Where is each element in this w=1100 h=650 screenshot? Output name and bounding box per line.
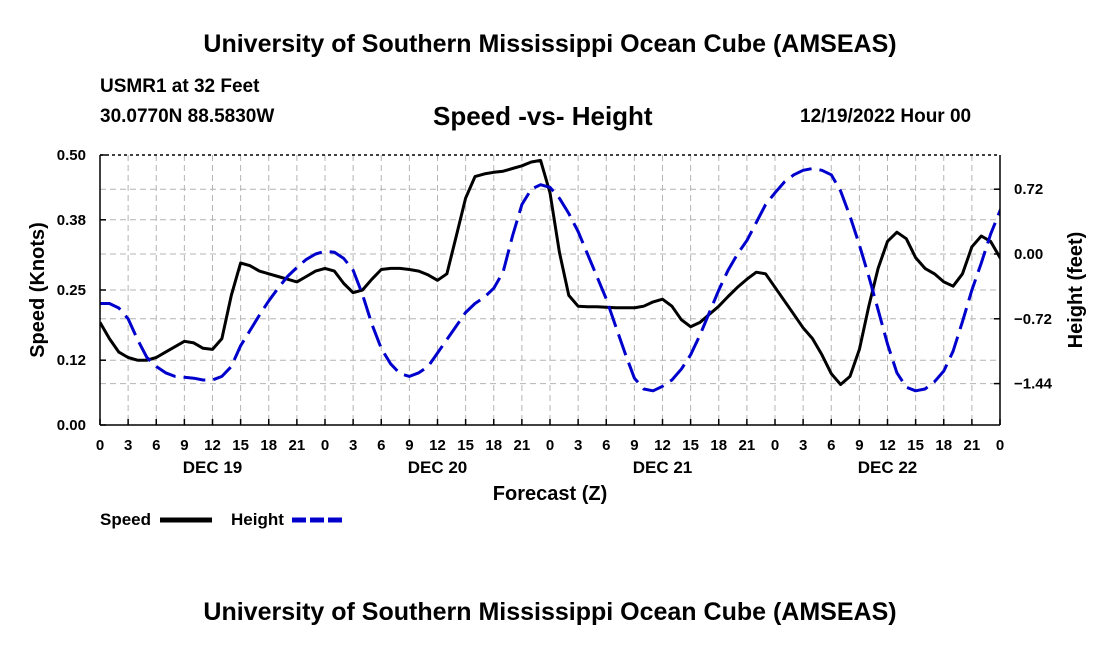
day-label: DEC 22 — [858, 458, 918, 477]
y-tick-label: 0.12 — [57, 352, 86, 369]
x-tick-label: 6 — [827, 437, 835, 454]
x-axis-title: Forecast (Z) — [493, 483, 607, 505]
x-tick-label: 3 — [574, 437, 582, 454]
day-label: DEC 21 — [633, 458, 693, 477]
chart-title: University of Southern Mississippi Ocean… — [203, 30, 897, 58]
x-tick-label: 6 — [602, 437, 610, 454]
axis-labels: Forecast (Z) Speed (Knots) Height (feet) — [27, 222, 1087, 505]
x-tick-label: 6 — [152, 437, 160, 454]
y-tick-label: 0.38 — [57, 212, 86, 229]
x-tick-label: 21 — [739, 437, 756, 454]
x-tick-label: 9 — [630, 437, 638, 454]
x-tick-label: 21 — [964, 437, 981, 454]
x-tick-label: 0 — [996, 437, 1004, 454]
day-label: DEC 20 — [408, 458, 468, 477]
x-tick-label: 15 — [682, 437, 699, 454]
y2-axis-title: Height (feet) — [1065, 232, 1087, 349]
x-tick-label: 0 — [546, 437, 554, 454]
y2-tick-label: 0.00 — [1014, 246, 1043, 263]
legend-speed-label: Speed — [100, 510, 151, 529]
station-label: USMR1 at 32 Feet — [100, 76, 260, 97]
legend: Speed Height — [100, 510, 343, 529]
x-tick-label: 21 — [514, 437, 531, 454]
axes: 0 3 6 9 12 15 18 21 0 3 6 9 12 15 18 21 0 3 6 9 12 15 18 21 0 3 6 9… — [57, 147, 1053, 477]
y-axis-title: Speed (Knots) — [27, 222, 49, 358]
x-tick-label: 6 — [377, 437, 385, 454]
chart-subtitle: Speed -vs- Height — [433, 101, 653, 131]
x-tick-label: 21 — [289, 437, 306, 454]
x-tick-label: 18 — [260, 437, 277, 454]
x-tick-label: 18 — [935, 437, 952, 454]
series-line-height — [100, 167, 1000, 393]
x-tick-label: 12 — [204, 437, 221, 454]
x-tick-label: 9 — [855, 437, 863, 454]
x-tick-label: 0 — [321, 437, 329, 454]
series-line-speed — [100, 158, 1000, 386]
footer-title: University of Southern Mississippi Ocean… — [203, 598, 897, 626]
legend-height-label: Height — [231, 510, 284, 529]
x-tick-label: 3 — [124, 437, 132, 454]
x-tick-label: 12 — [879, 437, 896, 454]
y2-tick-label: −1.44 — [1014, 376, 1053, 393]
x-tick-label: 12 — [654, 437, 671, 454]
forecast-datetime: 12/19/2022 Hour 00 — [800, 106, 972, 127]
y-tick-label: 0.00 — [57, 417, 86, 434]
x-tick-label: 15 — [232, 437, 249, 454]
day-label: DEC 19 — [183, 458, 243, 477]
x-tick-label: 18 — [485, 437, 502, 454]
x-tick-label: 0 — [96, 437, 104, 454]
x-tick-label: 12 — [429, 437, 446, 454]
station-coordinates: 30.0770N 88.5830W — [100, 106, 275, 127]
y-tick-label: 0.25 — [57, 282, 86, 299]
x-tick-label: 9 — [405, 437, 413, 454]
x-tick-label: 0 — [771, 437, 779, 454]
x-tick-label: 9 — [180, 437, 188, 454]
y2-tick-label: −0.72 — [1014, 311, 1052, 328]
x-tick-label: 15 — [907, 437, 924, 454]
x-tick-label: 15 — [457, 437, 474, 454]
series-layer — [100, 158, 1000, 393]
x-tick-label: 3 — [799, 437, 807, 454]
y-tick-label: 0.50 — [57, 147, 86, 164]
x-tick-label: 3 — [349, 437, 357, 454]
y2-tick-label: 0.72 — [1014, 181, 1043, 198]
x-tick-label: 18 — [710, 437, 727, 454]
